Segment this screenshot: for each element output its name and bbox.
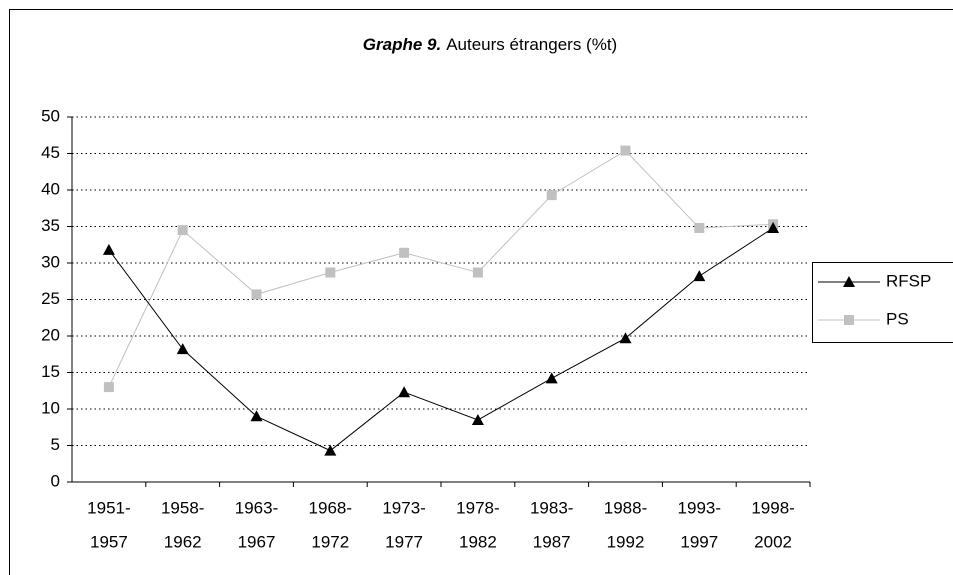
marker bbox=[102, 243, 115, 255]
marker bbox=[619, 332, 632, 344]
marker bbox=[177, 225, 188, 236]
legend-label: PS bbox=[886, 309, 909, 328]
marker bbox=[324, 444, 337, 456]
series-line bbox=[108, 227, 774, 452]
chart-title: Graphe 9. Auteurs étrangers (%t) bbox=[363, 35, 617, 54]
legend-marker bbox=[844, 315, 854, 325]
y-tick-label: 30 bbox=[41, 252, 60, 271]
x-tick-label: 1958- bbox=[161, 498, 204, 517]
marker bbox=[693, 270, 706, 282]
x-tick-label: 1968- bbox=[309, 498, 352, 517]
marker bbox=[251, 289, 262, 300]
x-tick-label: 1972 bbox=[311, 532, 349, 551]
y-tick-label: 5 bbox=[51, 435, 60, 454]
y-tick-label: 10 bbox=[41, 398, 60, 417]
x-tick-label: 1998- bbox=[751, 498, 794, 517]
marker bbox=[103, 382, 114, 393]
legend-label: RFSP bbox=[886, 271, 931, 290]
x-tick-label: 1993- bbox=[678, 498, 721, 517]
series-line bbox=[108, 149, 774, 388]
x-tick-label: 1983- bbox=[530, 498, 573, 517]
x-tick-label: 1988- bbox=[604, 498, 647, 517]
y-tick-label: 15 bbox=[41, 362, 60, 381]
x-tick-label: 1951- bbox=[87, 498, 130, 517]
marker bbox=[398, 386, 411, 398]
y-tick-label: 35 bbox=[41, 216, 60, 235]
chart-frame bbox=[9, 9, 953, 575]
legend-box bbox=[812, 262, 953, 343]
marker bbox=[399, 247, 410, 258]
title-label: Graphe 9. bbox=[363, 35, 441, 54]
marker bbox=[250, 410, 263, 422]
x-tick-label: 1982 bbox=[459, 532, 497, 551]
marker bbox=[546, 190, 557, 201]
marker bbox=[176, 343, 189, 355]
x-tick-label: 1997 bbox=[680, 532, 718, 551]
marker bbox=[694, 222, 705, 233]
y-tick-label: 45 bbox=[41, 143, 60, 162]
title-text: Auteurs étrangers (%t) bbox=[446, 35, 617, 54]
marker bbox=[472, 267, 483, 278]
y-tick-label: 25 bbox=[41, 289, 60, 308]
legend-marker bbox=[843, 276, 855, 287]
x-tick-label: 1962 bbox=[164, 532, 202, 551]
y-tick-label: 0 bbox=[51, 471, 60, 490]
y-tick-label: 40 bbox=[41, 179, 60, 198]
marker bbox=[620, 145, 631, 156]
marker bbox=[325, 267, 336, 278]
marker bbox=[545, 372, 558, 384]
x-tick-label: 1973- bbox=[382, 498, 425, 517]
marker bbox=[767, 221, 780, 233]
y-tick-label: 50 bbox=[41, 106, 60, 125]
x-tick-label: 1987 bbox=[533, 532, 571, 551]
x-tick-label: 1992 bbox=[607, 532, 645, 551]
x-tick-label: 1967 bbox=[238, 532, 276, 551]
x-tick-label: 1957 bbox=[90, 532, 128, 551]
x-tick-label: 1963- bbox=[235, 498, 278, 517]
marker bbox=[471, 413, 484, 425]
y-tick-label: 20 bbox=[41, 325, 60, 344]
x-tick-label: 1977 bbox=[385, 532, 423, 551]
x-tick-label: 2002 bbox=[754, 532, 792, 551]
x-tick-label: 1978- bbox=[456, 498, 499, 517]
